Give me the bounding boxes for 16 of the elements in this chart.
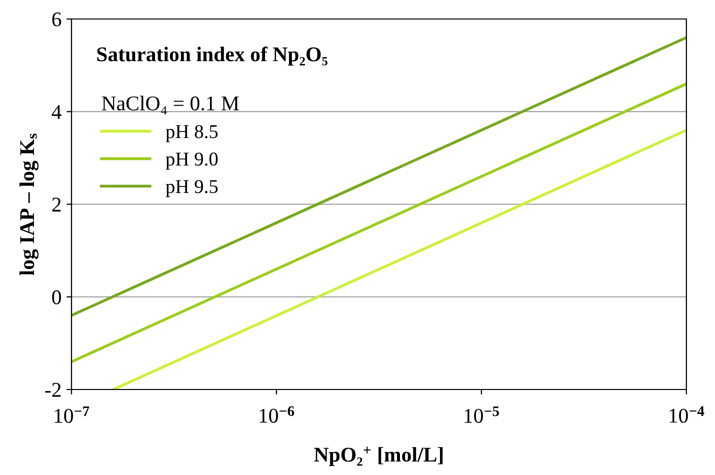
y-tick-label: 2 bbox=[52, 198, 61, 212]
legend-label: pH 8.5 bbox=[166, 125, 218, 142]
text: Saturation index of Np₂O₅ bbox=[97, 46, 328, 66]
x-tick-label: 10$^{−5}$ bbox=[464, 406, 499, 423]
legend-label: pH 9.5 bbox=[166, 180, 218, 198]
x-tick-label: 10$^{−4}$ bbox=[670, 406, 704, 423]
y-tick-label: 6 bbox=[52, 12, 62, 26]
x-axis-title: NpO₂$^{+}$ [mol/L] bbox=[314, 446, 443, 466]
legend-title: NaClO₄ = 0.1 M bbox=[102, 96, 239, 114]
y-tick-label: -2 bbox=[45, 382, 61, 397]
y-tick-label: 0 bbox=[52, 290, 61, 304]
x-tick-label: 10$^{−6}$ bbox=[260, 406, 294, 423]
y-axis-title: log IAP – log K$_{s}$ bbox=[19, 134, 39, 276]
x-tick-label: 10$^{−7}$ bbox=[54, 406, 90, 423]
legend-label: pH 9.0 bbox=[166, 152, 218, 170]
y-tick-label: 4 bbox=[52, 105, 62, 119]
